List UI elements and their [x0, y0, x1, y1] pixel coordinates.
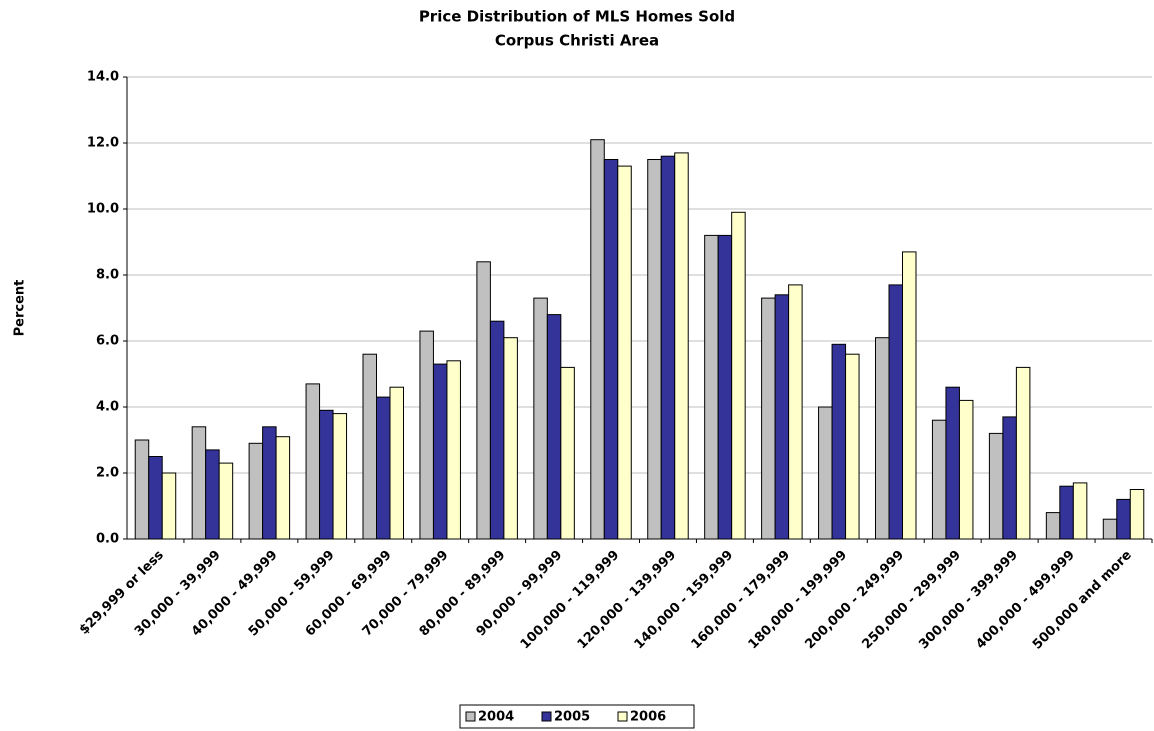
bar	[419, 330, 434, 540]
legend-box	[459, 704, 695, 729]
bar	[161, 472, 177, 540]
x-tick-label: 120,000 - 139,999	[575, 548, 680, 653]
y-tick-label: 10.0	[87, 202, 119, 217]
bar	[503, 337, 518, 540]
x-tick-label: 100,000 - 119,999	[518, 548, 623, 653]
bar	[446, 360, 461, 540]
bar	[818, 406, 833, 540]
bar	[205, 449, 220, 540]
y-tick-label: 4.0	[96, 400, 119, 415]
bar	[875, 337, 890, 540]
x-tick-label: 200,000 - 249,999	[802, 548, 907, 653]
bar	[148, 456, 163, 540]
bar	[546, 314, 562, 540]
bar	[958, 399, 974, 540]
bar	[560, 366, 575, 540]
bar	[902, 251, 917, 540]
y-tick-label: 8.0	[96, 268, 119, 283]
bar	[1072, 482, 1088, 540]
bar	[376, 396, 391, 540]
y-tick-label: 2.0	[96, 466, 119, 481]
bar	[761, 297, 776, 540]
bar	[489, 320, 505, 540]
bar	[674, 152, 689, 540]
bar	[888, 284, 903, 540]
legend-label: 2004	[478, 710, 514, 725]
bar	[647, 159, 662, 540]
legend-swatch	[541, 711, 552, 722]
legend-label: 2006	[630, 710, 666, 725]
bar	[1015, 366, 1031, 540]
bar	[988, 432, 1004, 540]
chart-title: Price Distribution of MLS Homes Sold	[419, 8, 735, 26]
chart-subtitle: Corpus Christi Area	[495, 32, 659, 50]
x-tick-label: 160,000 - 179,999	[689, 548, 794, 653]
bar	[1045, 512, 1061, 540]
bar	[660, 155, 676, 540]
bar	[305, 383, 321, 540]
y-tick-label: 6.0	[96, 334, 119, 349]
bar	[831, 343, 847, 540]
bar	[603, 159, 619, 540]
bar	[1116, 498, 1131, 540]
bar	[319, 409, 334, 540]
bar	[1129, 489, 1145, 540]
bar	[275, 436, 291, 540]
x-tick-label: 400,000 - 499,999	[973, 548, 1078, 653]
bar	[731, 211, 746, 540]
bar	[788, 284, 803, 540]
bar	[945, 386, 960, 540]
bar	[389, 386, 404, 540]
bar	[845, 353, 860, 540]
x-tick-label: 250,000 - 299,999	[859, 548, 964, 653]
x-tick-label: 500,000 and more	[1030, 548, 1135, 653]
y-tick-label: 0.0	[96, 532, 119, 547]
y-tick-label: 12.0	[87, 136, 119, 151]
x-tick-label: 180,000 - 199,999	[746, 548, 851, 653]
legend-swatch	[617, 711, 628, 722]
bar	[1102, 518, 1118, 540]
bar	[1002, 416, 1017, 540]
bar	[617, 165, 632, 540]
y-tick-label: 14.0	[87, 70, 119, 85]
bar	[218, 462, 234, 540]
bar	[774, 294, 790, 540]
bar	[262, 426, 277, 540]
y-axis-label: Percent	[13, 280, 28, 337]
bar	[931, 419, 947, 540]
legend-swatch	[465, 711, 476, 722]
bar	[704, 234, 719, 540]
bar	[248, 442, 264, 540]
bar	[332, 413, 348, 540]
bar	[717, 234, 733, 540]
x-tick-label: 300,000 - 399,999	[916, 548, 1021, 653]
bar	[590, 139, 605, 540]
bar	[533, 297, 548, 540]
bar	[476, 261, 491, 540]
legend-label: 2005	[554, 710, 590, 725]
bar	[1059, 485, 1074, 540]
bar	[362, 353, 377, 540]
bar	[432, 363, 448, 540]
bar	[191, 426, 207, 540]
bar	[134, 439, 150, 540]
x-tick-label: 140,000 - 159,999	[632, 548, 737, 653]
